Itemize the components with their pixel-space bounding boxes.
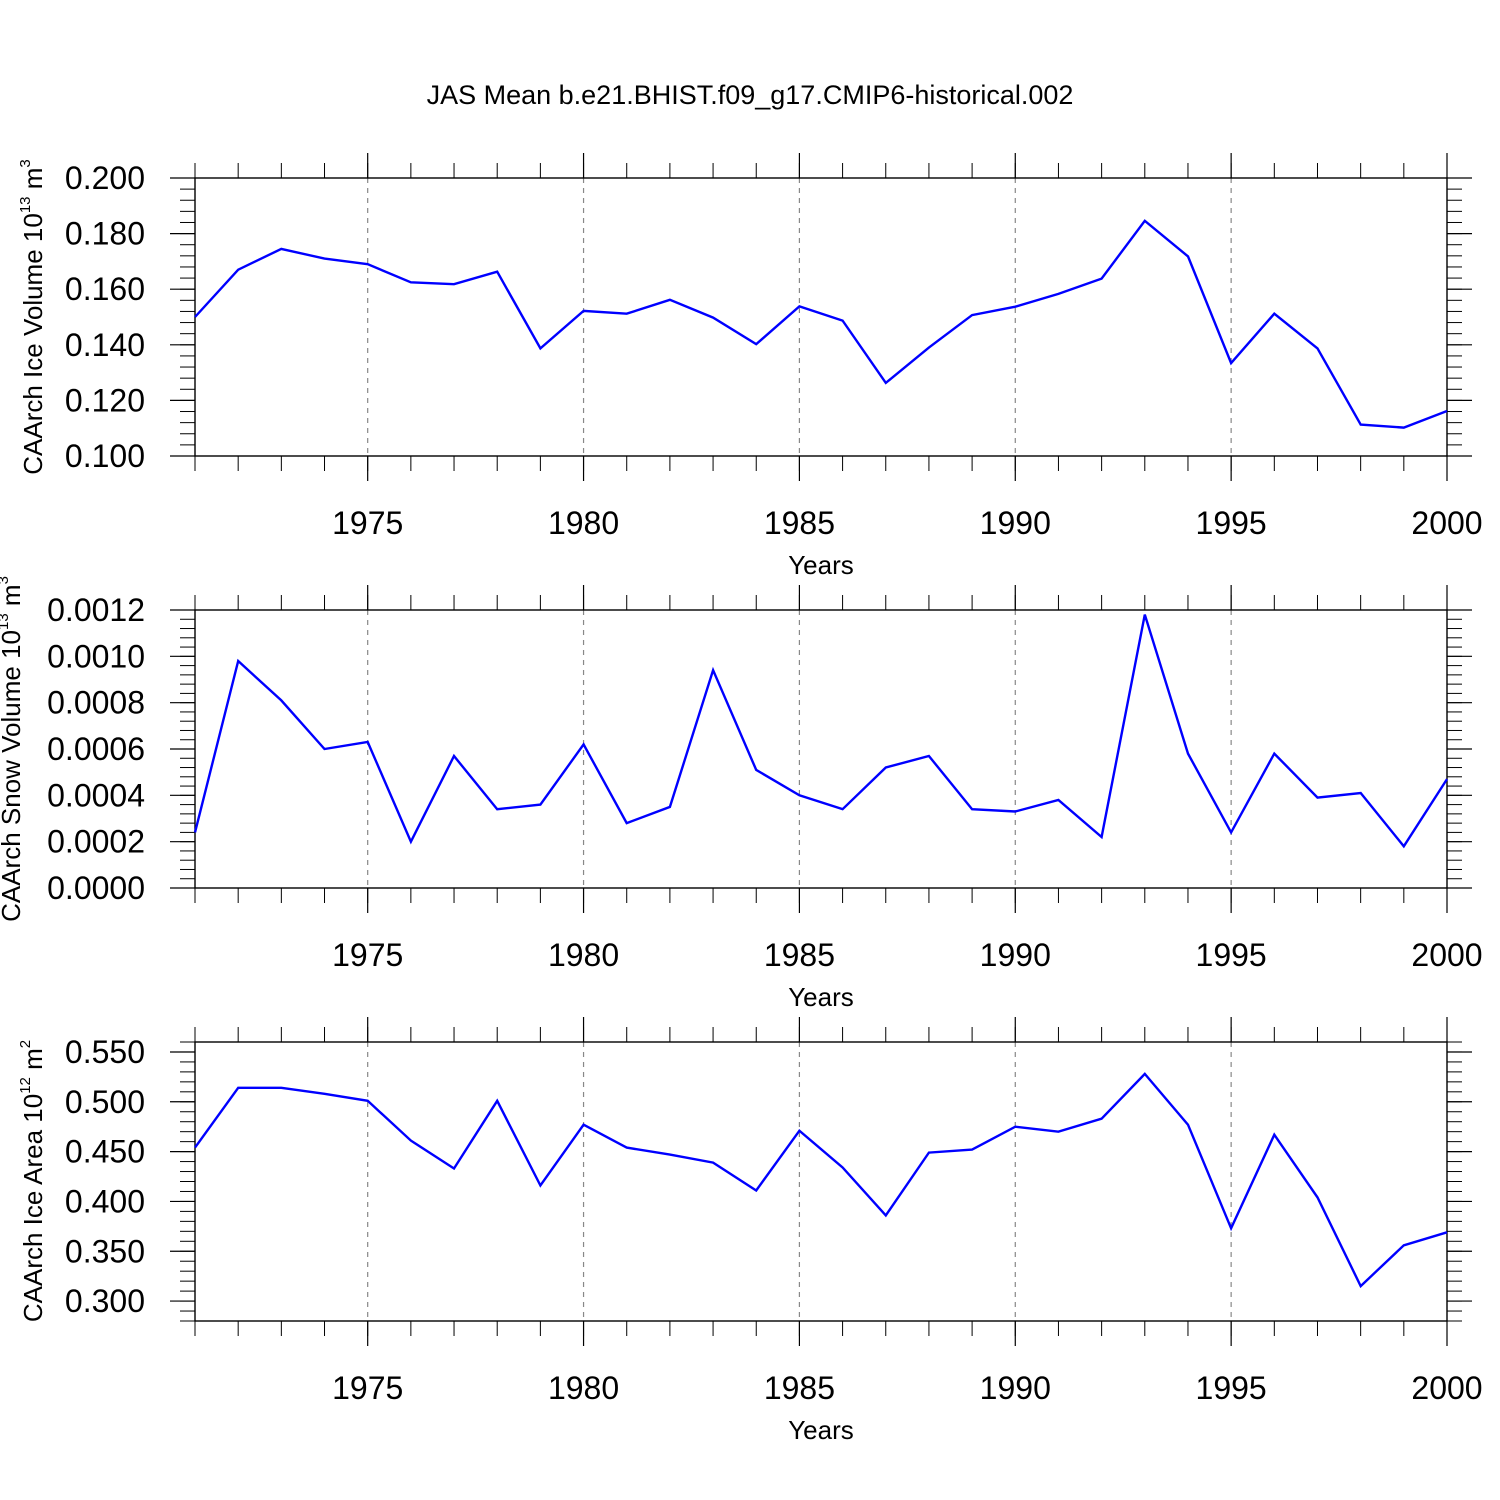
y-tick-label-0.0006: 0.0006 <box>47 731 145 767</box>
series-line <box>193 614 1449 849</box>
series-line <box>194 219 1448 429</box>
x-axis-label: Years <box>788 550 854 580</box>
y-tick-label-0.300: 0.300 <box>65 1283 145 1319</box>
y-tick-label-0.350: 0.350 <box>65 1233 145 1269</box>
x-tick-label-1990: 1990 <box>980 505 1051 541</box>
x-tick-label-1995: 1995 <box>1196 937 1267 973</box>
x-tick-label-1980: 1980 <box>548 937 619 973</box>
y-tick-label-0.0004: 0.0004 <box>47 777 145 813</box>
y-axis-label: CAArch Ice Volume 1013 m3 <box>17 159 48 475</box>
plot-frame <box>194 1041 1448 1322</box>
panel-ice-volume: CAArch Ice Volume 1013 m3 Years 1975 1980… <box>17 153 1483 580</box>
y-tick-label-0.200: 0.200 <box>65 160 145 196</box>
x-tick-label-1995: 1995 <box>1196 505 1267 541</box>
x-tick-label-1990: 1990 <box>980 937 1051 973</box>
x-tick-label-2000: 2000 <box>1411 505 1482 541</box>
series-line <box>194 1072 1448 1289</box>
x-tick-label-2000: 2000 <box>1411 1370 1482 1406</box>
panel-ice-area: CAArch Ice Area 1012 m2 Years 1975 1980 19… <box>17 1017 1483 1445</box>
x-tick-label-1975: 1975 <box>332 1370 403 1406</box>
y-tick-label-0.0000: 0.0000 <box>47 870 145 906</box>
x-tick-label-1975: 1975 <box>332 937 403 973</box>
x-axis-label: Years <box>788 1415 854 1445</box>
y-tick-label-0.180: 0.180 <box>65 216 145 252</box>
y-tick-label-0.0002: 0.0002 <box>47 824 145 860</box>
y-tick-label-0.0012: 0.0012 <box>47 592 145 628</box>
panel-snow-volume: CAArch Snow Volume 1013 m3 Years 1975 198… <box>0 576 1483 1012</box>
plot-frame <box>194 609 1448 889</box>
x-axis-label: Years <box>788 982 854 1012</box>
x-tick-label-1985: 1985 <box>764 937 835 973</box>
y-axis-label: CAArch Snow Volume 1013 m3 <box>0 576 26 922</box>
y-axis-label: CAArch Ice Area 1012 m2 <box>17 1040 48 1322</box>
chart-title: JAS Mean b.e21.BHIST.f09_g17.CMIP6-histo… <box>427 80 1074 110</box>
y-tick-label-0.140: 0.140 <box>65 327 145 363</box>
plot-frame <box>194 177 1448 457</box>
y-tick-label-0.0010: 0.0010 <box>47 638 145 674</box>
x-tick-label-1985: 1985 <box>764 505 835 541</box>
x-tick-label-1980: 1980 <box>548 505 619 541</box>
x-tick-label-1975: 1975 <box>332 505 403 541</box>
y-tick-label-0.100: 0.100 <box>65 438 145 474</box>
y-tick-label-0.120: 0.120 <box>65 382 145 418</box>
y-tick-label-0.500: 0.500 <box>65 1084 145 1120</box>
x-tick-label-1990: 1990 <box>980 1370 1051 1406</box>
y-tick-label-0.550: 0.550 <box>65 1034 145 1070</box>
y-tick-label-0.160: 0.160 <box>65 271 145 307</box>
y-tick-label-0.0008: 0.0008 <box>47 685 145 721</box>
x-tick-label-1995: 1995 <box>1196 1370 1267 1406</box>
y-tick-label-0.400: 0.400 <box>65 1183 145 1219</box>
x-tick-label-2000: 2000 <box>1411 937 1482 973</box>
x-tick-label-1980: 1980 <box>548 1370 619 1406</box>
x-tick-label-1985: 1985 <box>764 1370 835 1406</box>
y-tick-label-0.450: 0.450 <box>65 1134 145 1170</box>
